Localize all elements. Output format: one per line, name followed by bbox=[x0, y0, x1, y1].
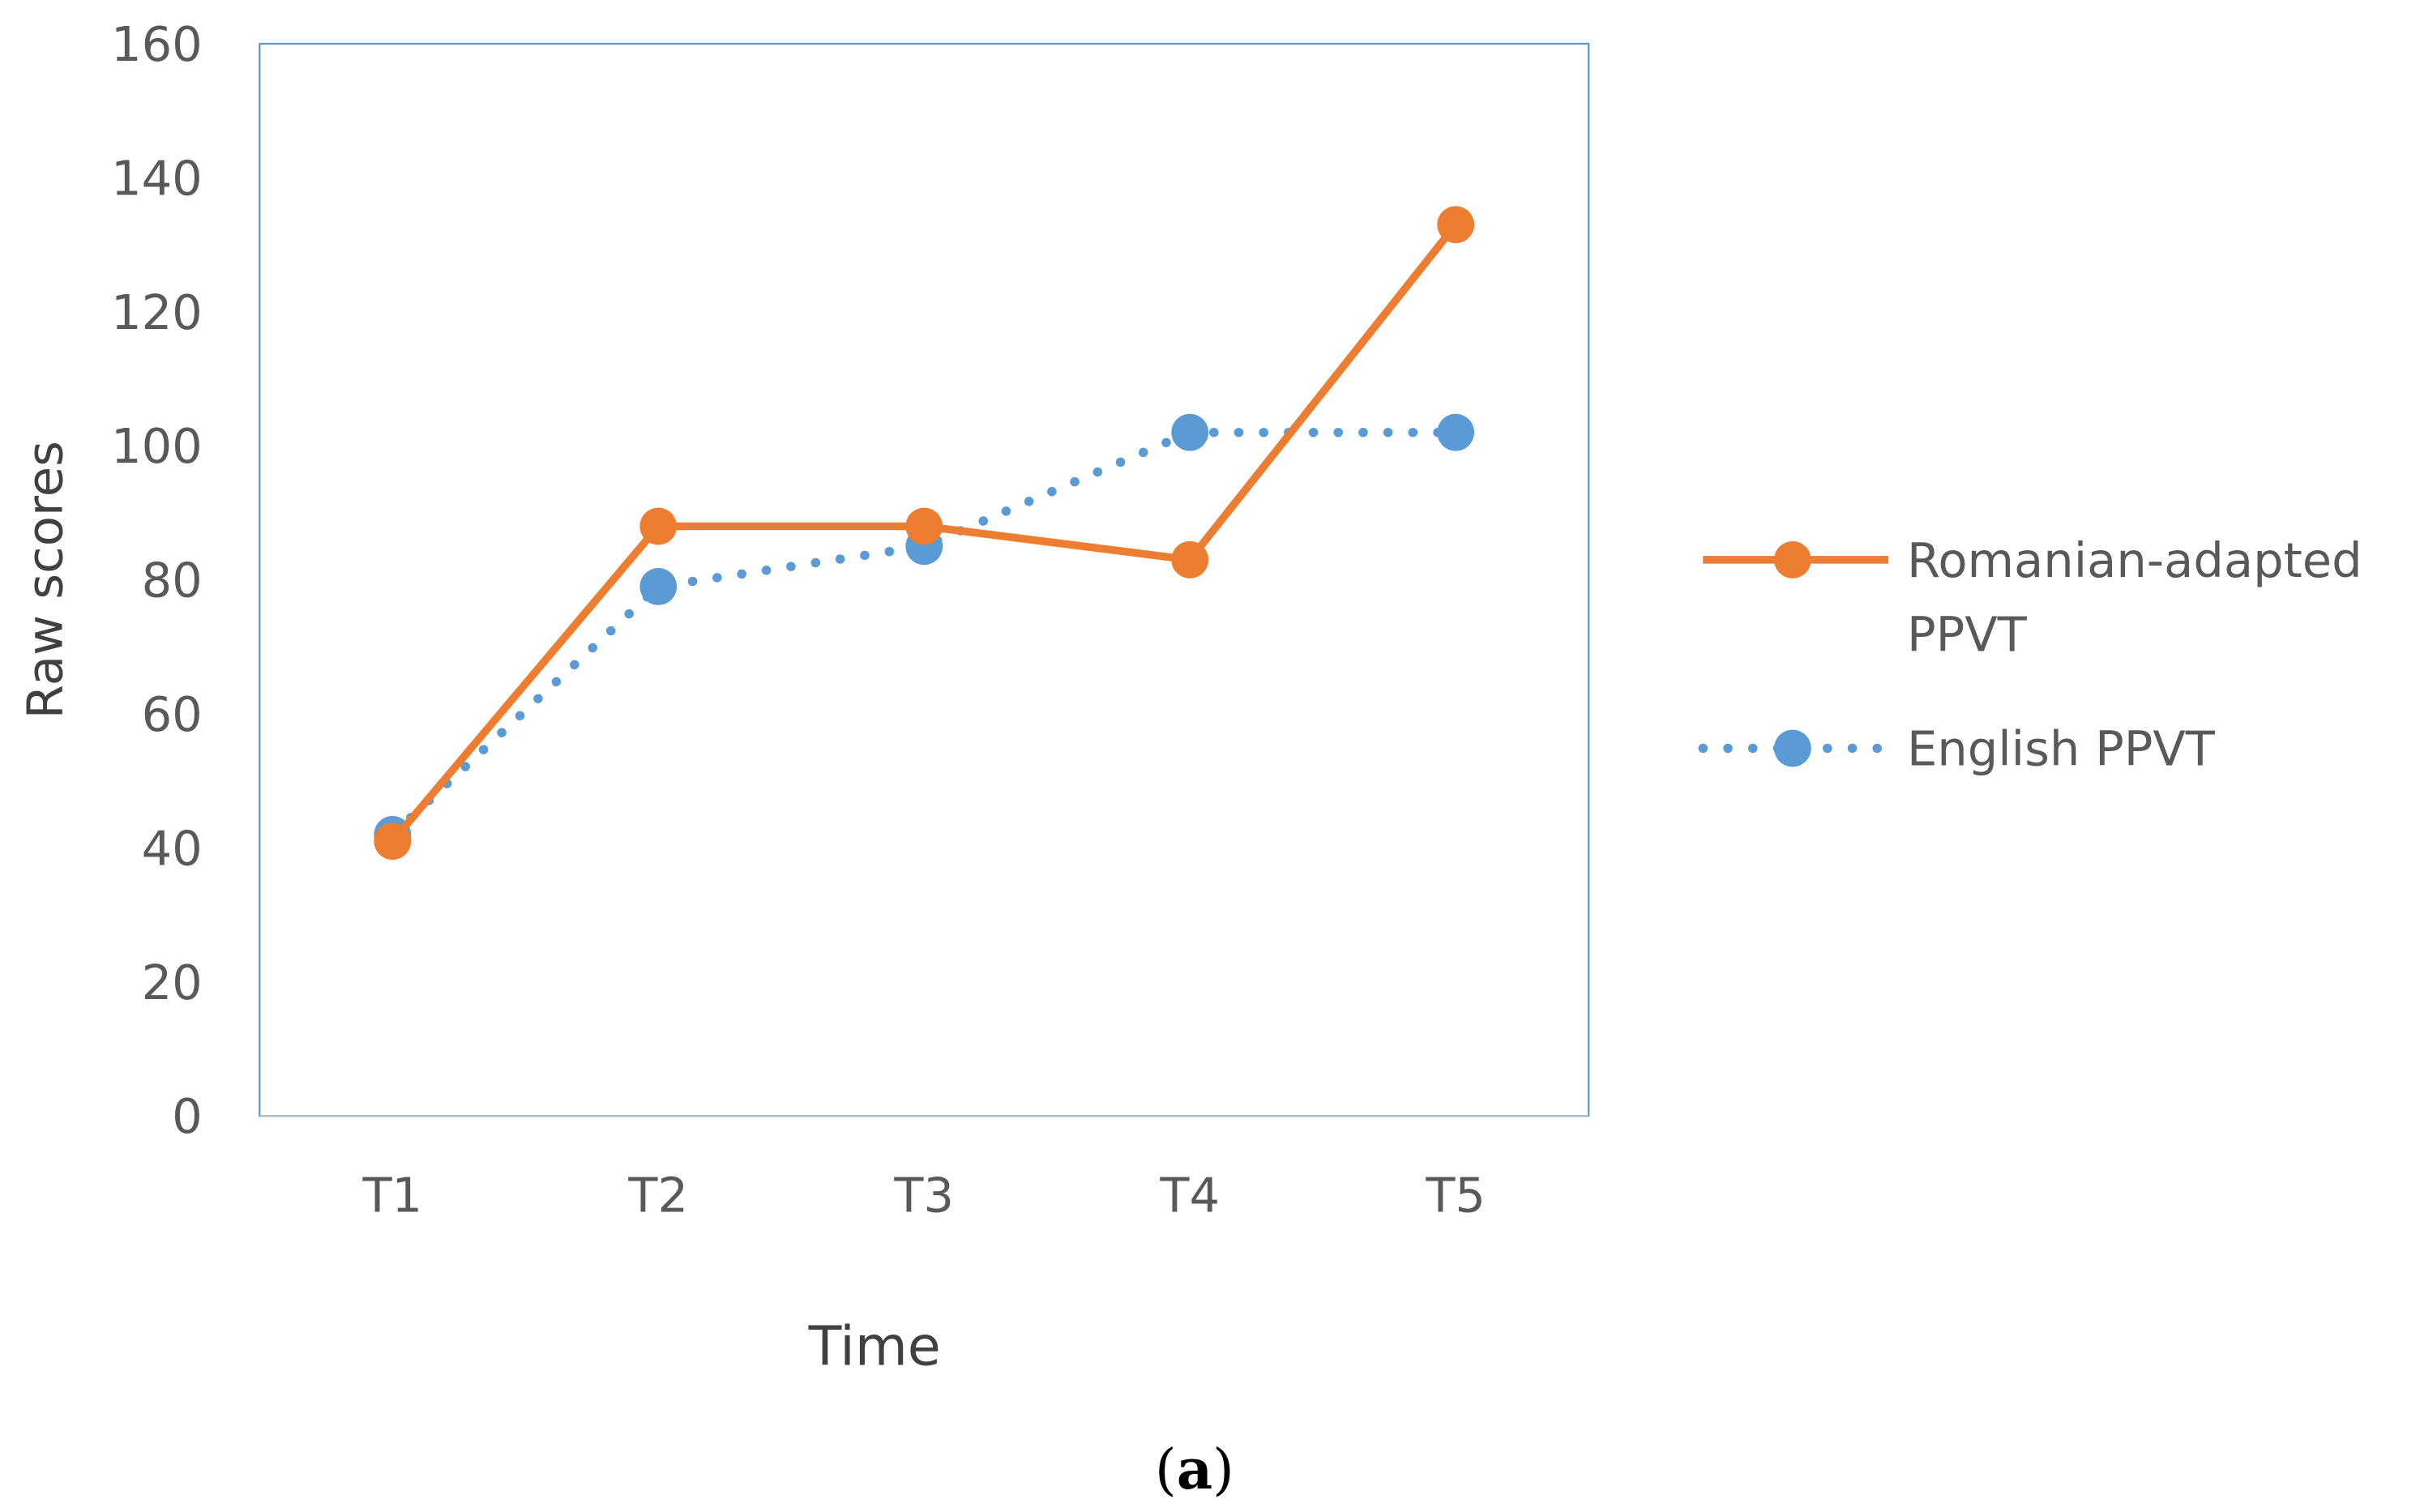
data-point bbox=[1171, 413, 1209, 451]
data-point bbox=[1437, 413, 1475, 451]
legend-label: PPVT bbox=[1907, 606, 2028, 662]
series-layer bbox=[374, 206, 1475, 861]
caption-paren-open: ( bbox=[1155, 1437, 1177, 1502]
data-point bbox=[1437, 206, 1475, 244]
caption-paren-close: ) bbox=[1212, 1437, 1234, 1502]
x-axis-title: Time bbox=[808, 1314, 941, 1377]
figure-caption: (a) bbox=[1155, 1437, 1234, 1502]
plot-area-border bbox=[259, 42, 1590, 1117]
y-tick-label: 20 bbox=[142, 955, 203, 1010]
x-tick-label: T5 bbox=[1425, 1167, 1486, 1223]
x-axis-ticks: T1 T2 T3 T4 T5 bbox=[361, 1167, 1486, 1223]
legend-label: English PPVT bbox=[1907, 720, 2216, 776]
y-axis-title: Raw scores bbox=[16, 441, 74, 719]
y-tick-label: 160 bbox=[111, 16, 203, 72]
x-tick-label: T4 bbox=[1159, 1167, 1220, 1223]
y-axis-ticks: 0 20 40 60 80 100 120 140 160 bbox=[111, 16, 203, 1144]
caption-letter: a bbox=[1177, 1437, 1212, 1502]
data-point bbox=[1171, 540, 1209, 579]
data-point bbox=[374, 822, 412, 861]
series-line bbox=[387, 427, 1460, 839]
y-tick-label: 140 bbox=[111, 150, 203, 206]
legend-label: Romanian-adapted bbox=[1907, 532, 2362, 588]
y-tick-label: 80 bbox=[142, 553, 203, 609]
y-tick-label: 120 bbox=[111, 284, 203, 340]
x-tick-label: T3 bbox=[893, 1167, 954, 1223]
y-tick-label: 100 bbox=[111, 418, 203, 474]
x-tick-label: T2 bbox=[627, 1167, 688, 1223]
data-point bbox=[905, 507, 943, 545]
y-tick-label: 60 bbox=[142, 686, 203, 742]
legend: Romanian-adapted PPVT English PPVT bbox=[1698, 532, 2362, 776]
data-point bbox=[639, 507, 678, 545]
legend-marker bbox=[1773, 729, 1811, 767]
y-tick-label: 0 bbox=[172, 1088, 203, 1144]
y-tick-label: 40 bbox=[142, 820, 203, 876]
data-point bbox=[639, 568, 678, 605]
legend-marker bbox=[1773, 540, 1811, 579]
x-tick-label: T1 bbox=[361, 1167, 422, 1223]
